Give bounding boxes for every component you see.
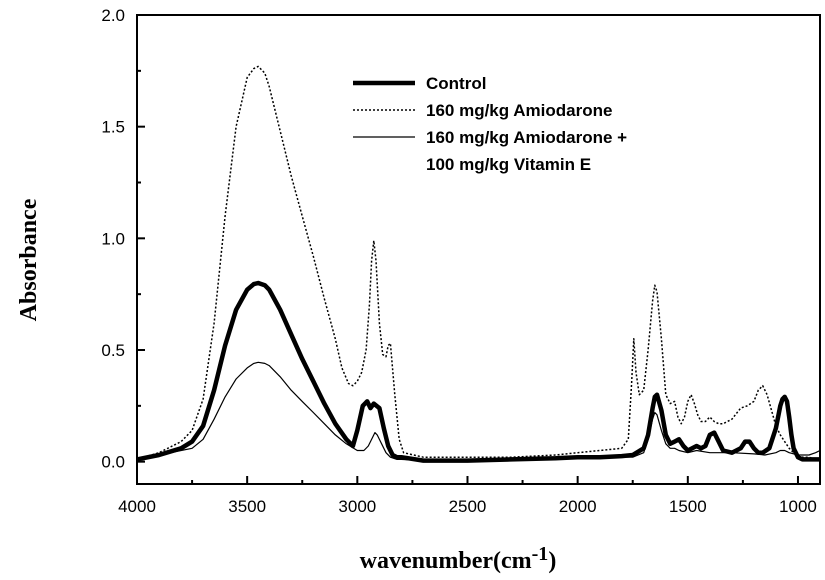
x-tick-label: 4000 [118, 497, 156, 516]
legend-label-control: Control [426, 74, 486, 93]
legend-label-amiodarone-vitamin-e: 160 mg/kg Amiodarone + [426, 128, 627, 147]
x-axis-ticks: 4000 3500 3000 2500 2000 1500 1000 [118, 476, 817, 516]
x-tick-label: 3000 [338, 497, 376, 516]
x-axis-title-suffix: ) [548, 548, 556, 574]
legend: Control 160 mg/kg Amiodarone 160 mg/kg A… [353, 74, 627, 174]
x-axis-title-main: wavenumber(cm [360, 548, 532, 574]
series-layer [136, 65, 821, 463]
y-axis-title: Absorbance [16, 198, 42, 321]
y-tick-label: 0.5 [101, 341, 125, 360]
x-tick-label: 2500 [449, 497, 487, 516]
x-tick-label: 2000 [559, 497, 597, 516]
series-line-amiodarone [136, 65, 820, 461]
series-line-control [136, 280, 820, 463]
x-tick-label: 1000 [779, 497, 817, 516]
y-tick-label: 1.5 [101, 118, 125, 137]
plot-frame [136, 14, 821, 485]
legend-label-amiodarone-vitamin-e-line2: 100 mg/kg Vitamin E [426, 155, 591, 174]
x-tick-label: 1500 [669, 497, 707, 516]
x-tick-label: 3500 [228, 497, 266, 516]
legend-label-amiodarone: 160 mg/kg Amiodarone [426, 101, 612, 120]
y-tick-label: 2.0 [101, 6, 125, 25]
y-tick-label: 1.0 [101, 229, 125, 248]
x-axis-title-superscript: -1 [532, 543, 549, 565]
series-line-amiodarone-vitamin-e [136, 361, 821, 462]
x-axis-title: wavenumber(cm-1) [360, 543, 557, 574]
y-tick-label: 0.0 [101, 453, 125, 472]
y-axis-ticks: 0.0 0.5 1.0 1.5 2.0 [101, 6, 145, 472]
